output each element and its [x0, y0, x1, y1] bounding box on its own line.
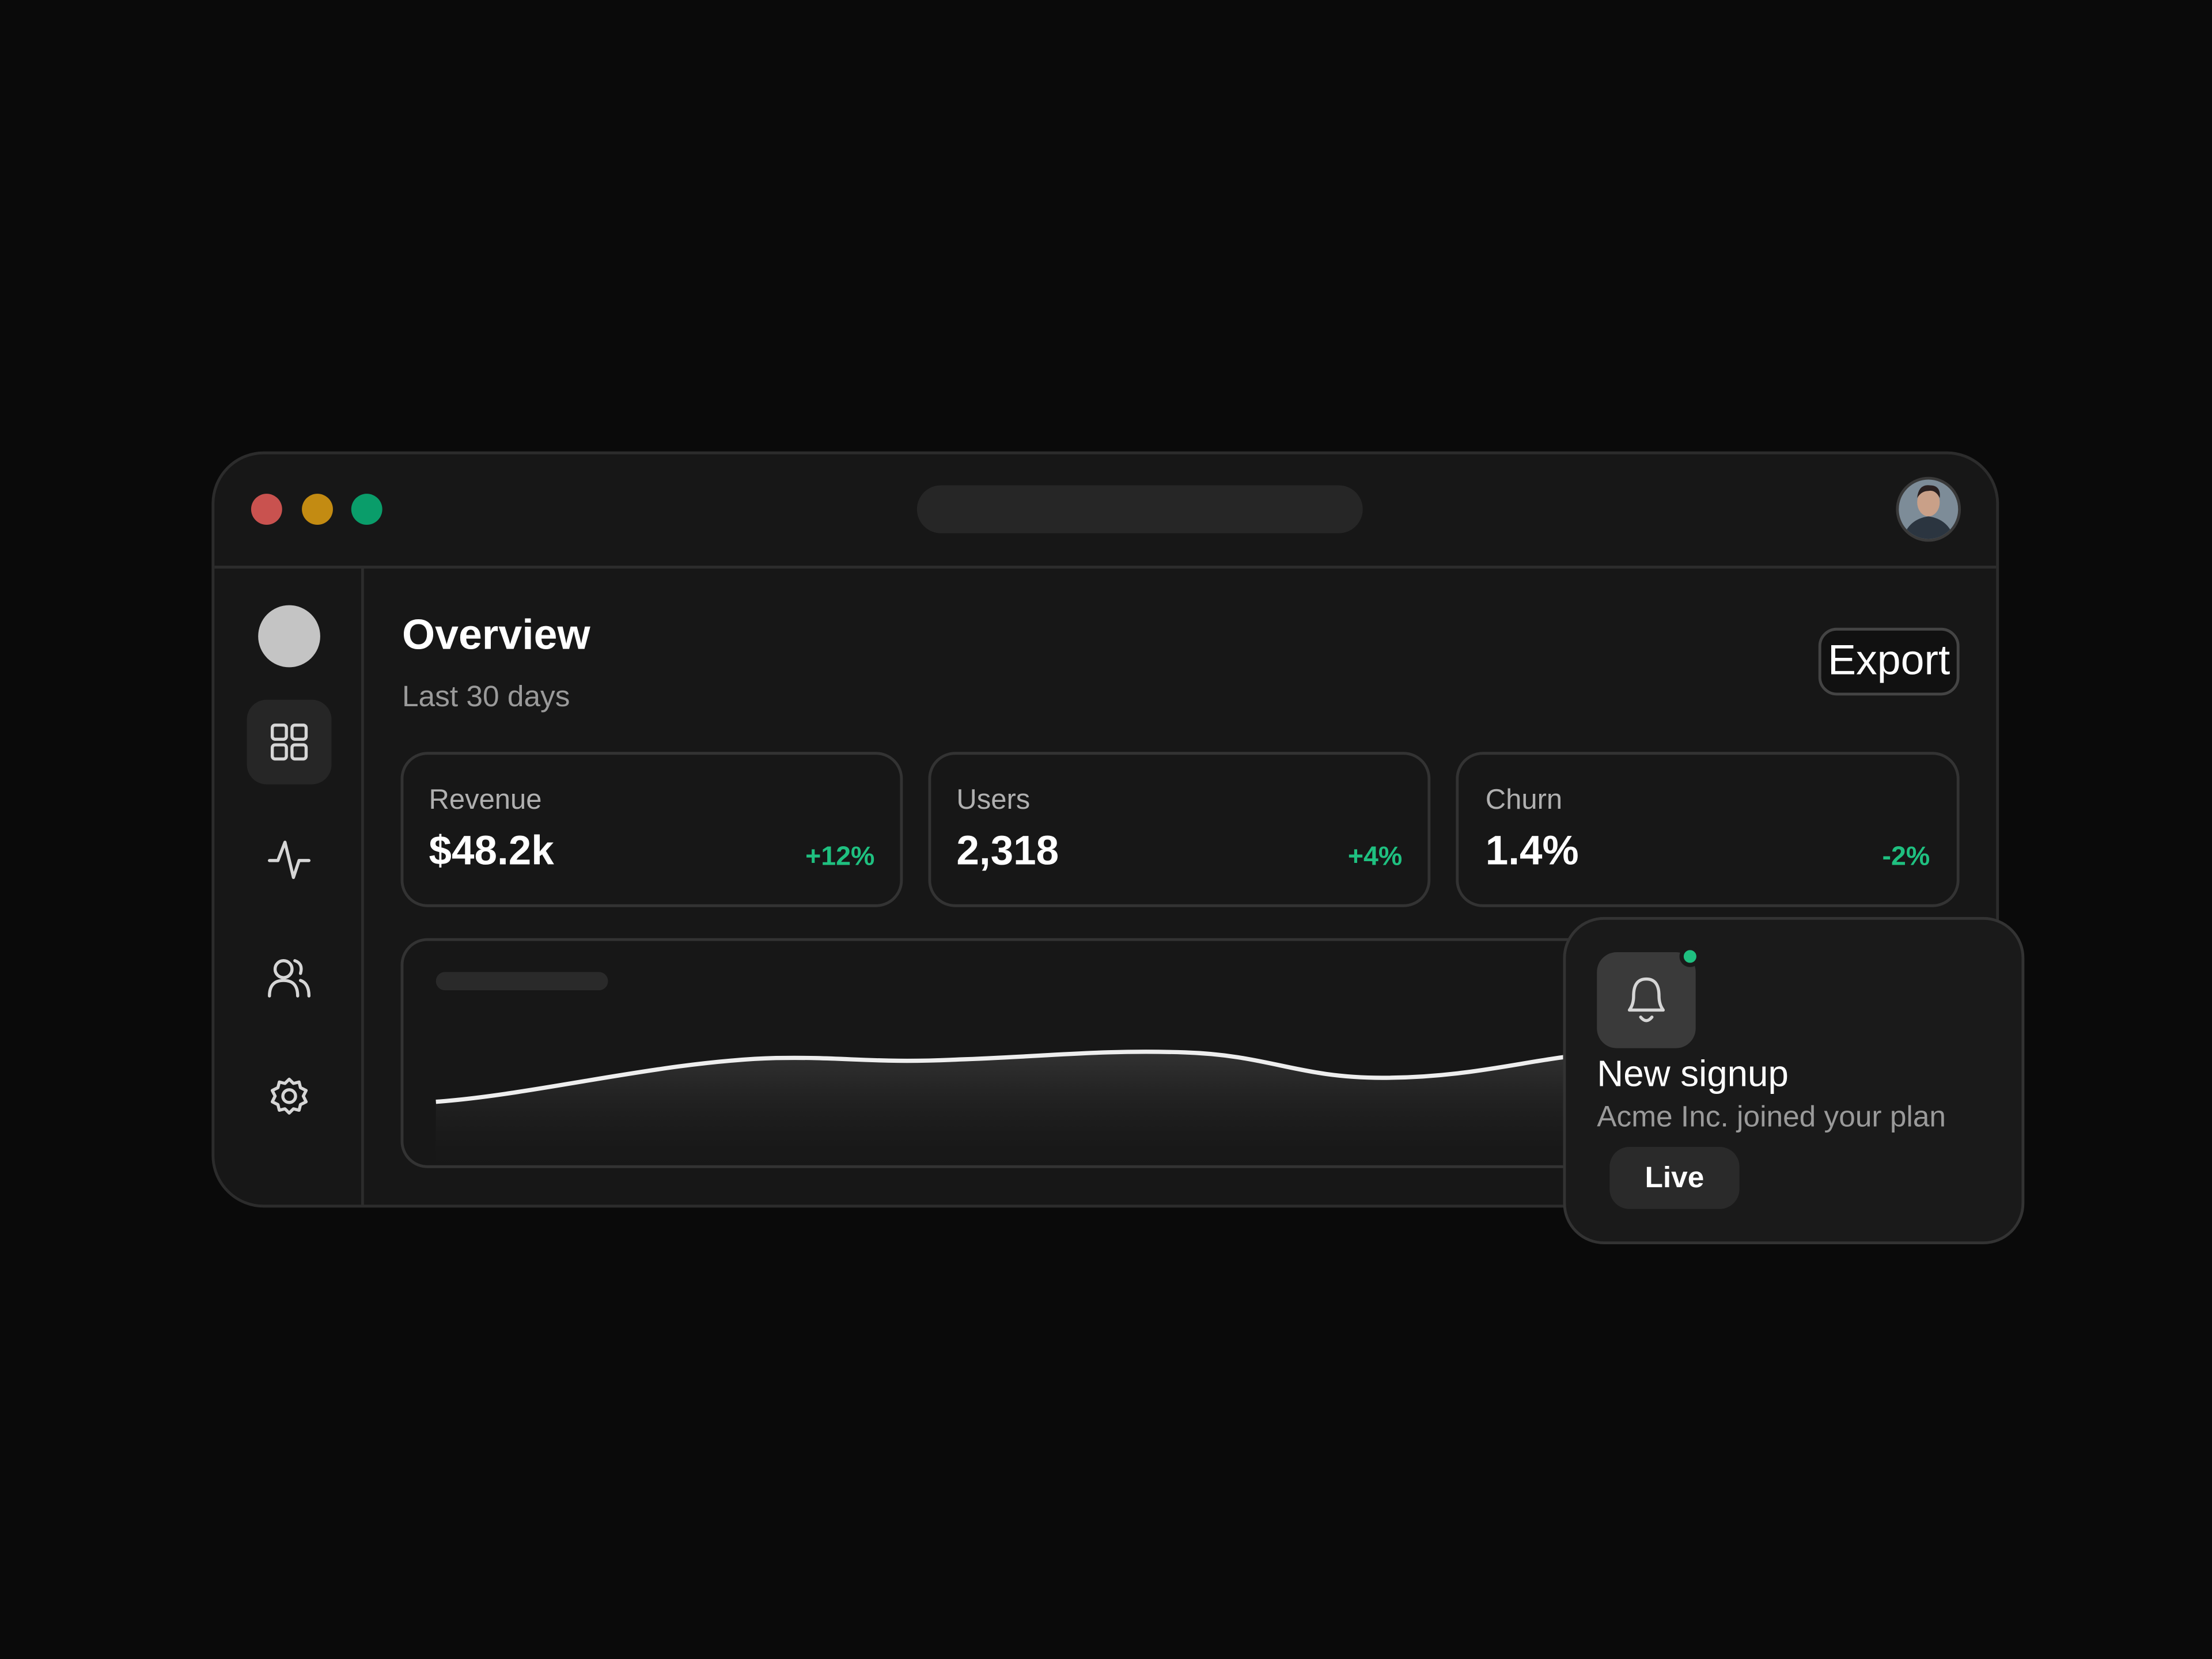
avatar-photo	[1899, 479, 1959, 539]
avatar-face	[1917, 488, 1940, 517]
icon-part	[1639, 1016, 1654, 1022]
nav-users[interactable]	[268, 959, 311, 998]
icon-part	[270, 1077, 308, 1115]
icon-part	[293, 959, 311, 998]
address-bar[interactable]	[916, 485, 1363, 533]
stat-label: Revenue	[429, 784, 541, 815]
stat-label: Users	[956, 784, 1030, 815]
close-button[interactable]	[251, 494, 282, 525]
icon-part	[290, 724, 308, 741]
button-bg	[1818, 627, 1960, 696]
nav-active-bg	[247, 699, 332, 785]
stat-change: +4%	[1348, 840, 1402, 870]
unread-dot	[1679, 946, 1701, 967]
icon-part	[290, 743, 308, 761]
icon-part	[268, 979, 300, 998]
bell-icon	[1627, 977, 1665, 1022]
icon-part	[1627, 977, 1665, 1012]
stat-label: Churn	[1486, 784, 1562, 815]
nav-settings[interactable]	[270, 1077, 308, 1115]
avatar-hair	[1917, 485, 1940, 498]
card-bg	[928, 752, 1431, 907]
button-label: Export	[1828, 635, 1950, 683]
badge-bg	[1609, 1147, 1740, 1209]
icon-part	[270, 743, 288, 761]
page-title: Overview	[402, 610, 591, 658]
chart-title-placeholder	[435, 972, 608, 991]
icon-part	[273, 959, 294, 979]
nav-activity[interactable]	[268, 840, 311, 879]
icon-part	[270, 724, 288, 741]
notification-title: New signup	[1597, 1053, 1789, 1094]
stat-change: +12%	[805, 840, 874, 870]
icon-part	[281, 1088, 297, 1104]
page-subtitle: Last 30 days	[402, 679, 570, 713]
nav-dashboard[interactable]	[270, 724, 308, 761]
notification-message: Acme Inc. joined your plan	[1597, 1100, 1946, 1133]
bell-tile	[1597, 952, 1696, 1048]
export-button[interactable]: Export	[1818, 627, 1960, 696]
maximize-button[interactable]	[351, 494, 382, 525]
card-bg	[400, 752, 903, 907]
stat-card: Revenue $48.2k +12%	[400, 752, 903, 907]
stat-change: -2%	[1882, 840, 1930, 870]
workspace-logo[interactable]	[258, 605, 320, 668]
card-bg	[1456, 752, 1960, 907]
badge-label: Live	[1645, 1160, 1705, 1194]
stat-value: 2,318	[956, 828, 1059, 873]
stat-card: Churn 1.4% -2%	[1456, 752, 1960, 907]
stat-card: Users 2,318 +4%	[928, 752, 1431, 907]
notification-card[interactable]: New signup Acme Inc. joined your plan Li…	[1563, 916, 2025, 1244]
avatar-body	[1902, 516, 1956, 539]
minimize-button[interactable]	[302, 494, 333, 525]
user-avatar[interactable]	[1896, 476, 1961, 542]
stat-value: $48.2k	[429, 828, 554, 873]
stat-value: 1.4%	[1486, 828, 1579, 873]
chart-line	[435, 1050, 1581, 1104]
